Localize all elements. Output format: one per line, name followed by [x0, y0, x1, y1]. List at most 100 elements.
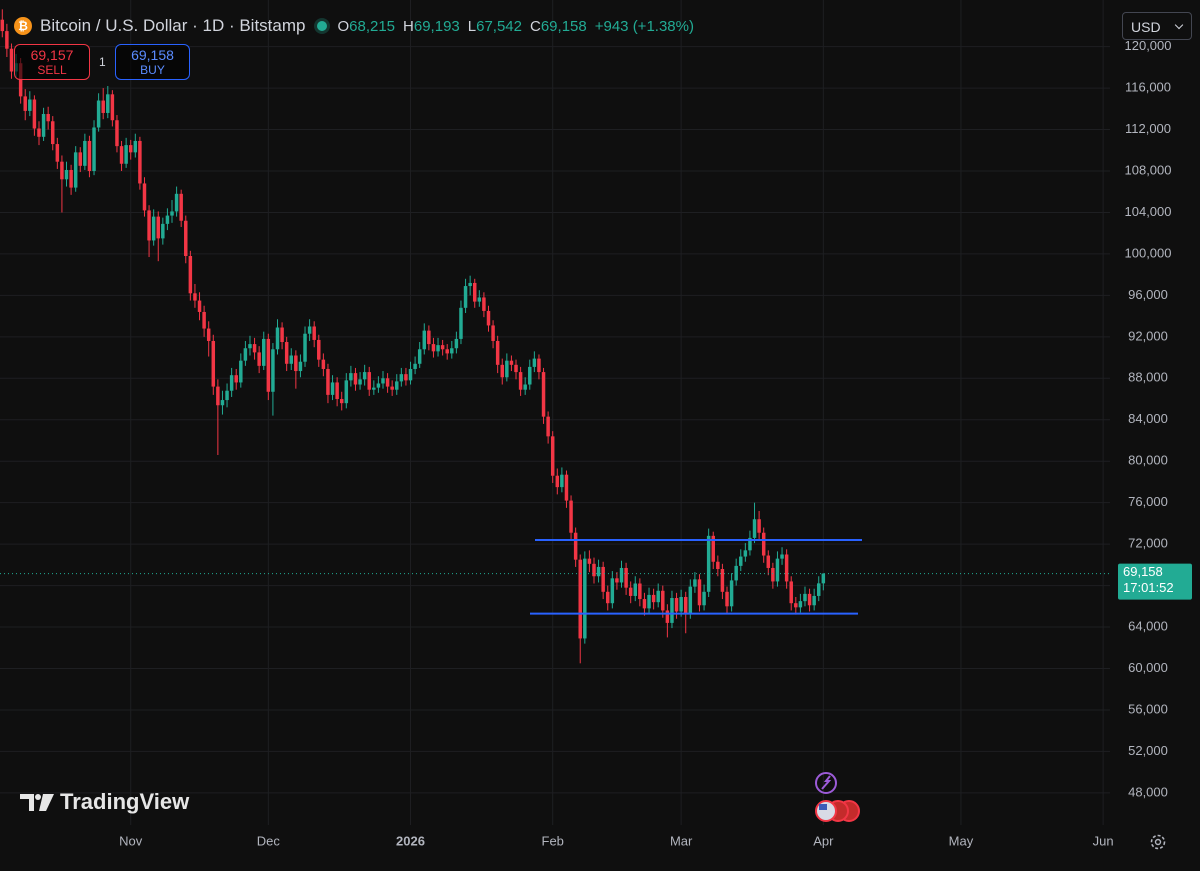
- candle-body: [349, 373, 353, 381]
- candles: [0, 9, 1110, 664]
- candle-body: [170, 211, 174, 216]
- sell-button[interactable]: 69,157 SELL: [14, 44, 90, 80]
- candle-body: [711, 535, 715, 562]
- candle-body: [335, 382, 339, 400]
- candle-body: [179, 193, 183, 221]
- candle-body: [55, 144, 60, 162]
- idea-icon[interactable]: [815, 772, 837, 794]
- countdown-label: 17:01:52: [1123, 580, 1174, 595]
- candle-body: [326, 368, 330, 395]
- candle-body: [771, 567, 775, 582]
- buy-button[interactable]: 69,158 BUY: [115, 44, 190, 80]
- candle-body: [408, 368, 413, 381]
- candle-body: [390, 386, 394, 390]
- quantity: 1: [99, 55, 106, 69]
- candle-body: [569, 500, 573, 533]
- candle-body: [583, 558, 587, 639]
- candle-body: [229, 375, 234, 391]
- candle-body: [656, 590, 660, 603]
- candle-body: [651, 594, 656, 603]
- grid: [0, 0, 1110, 825]
- candle-body: [193, 293, 197, 301]
- settings-button[interactable]: [1150, 834, 1166, 850]
- candle-body: [161, 223, 165, 239]
- candle-body: [138, 140, 142, 184]
- candle-body: [720, 569, 725, 592]
- candle-body: [725, 591, 729, 607]
- logo-shape: [39, 794, 54, 811]
- candle-body: [688, 586, 693, 614]
- last-price-box: [1118, 563, 1192, 600]
- candle-body: [592, 563, 596, 577]
- candle-body: [271, 349, 275, 392]
- market-status: [317, 21, 328, 31]
- coin-icon: ₿: [14, 17, 32, 35]
- candle-body: [399, 374, 404, 382]
- candle-body: [5, 31, 9, 49]
- candle-body: [642, 599, 647, 609]
- candle-body: [119, 146, 124, 164]
- gear-hub: [1154, 838, 1162, 846]
- y-tick-label: 60,000: [1128, 660, 1168, 675]
- candle-body: [413, 363, 417, 369]
- candle-body: [436, 345, 440, 352]
- y-tick-label: 92,000: [1128, 328, 1168, 343]
- candle-body: [716, 561, 720, 570]
- candle-body: [472, 282, 477, 302]
- candle-body: [647, 594, 651, 609]
- currency-select[interactable]: USD: [1122, 12, 1192, 40]
- candle-body: [376, 383, 381, 388]
- y-tick-label: 56,000: [1128, 701, 1168, 716]
- candle-body: [110, 94, 115, 121]
- candle-body: [546, 416, 550, 437]
- candle-body: [372, 387, 376, 390]
- ohlc-key: H: [403, 17, 414, 35]
- candle-body: [211, 340, 216, 387]
- y-tick-label: 112,000: [1125, 121, 1171, 136]
- candle-body: [537, 358, 541, 373]
- candle-body: [142, 183, 147, 211]
- candle-body: [156, 216, 160, 239]
- candle-body: [275, 327, 280, 350]
- candle-body: [523, 384, 527, 390]
- candle-body: [784, 554, 789, 582]
- logo-shape: [35, 794, 41, 800]
- candle-body: [312, 326, 316, 340]
- buy-price: 69,158: [131, 47, 174, 63]
- candle-body: [294, 355, 298, 372]
- candle-body: [188, 255, 193, 294]
- candle-body: [124, 145, 128, 164]
- ohlc-key: C: [530, 17, 541, 35]
- candle-body: [624, 567, 628, 588]
- candle-body: [803, 593, 807, 602]
- candle-body: [395, 381, 399, 390]
- candle-body: [606, 591, 610, 604]
- x-tick-label: Jun: [1093, 833, 1114, 848]
- candle-body: [28, 99, 32, 111]
- candle-body: [417, 349, 422, 364]
- candle-body: [532, 358, 537, 367]
- candle-body: [807, 593, 812, 606]
- y-tick-label: 108,000: [1125, 162, 1172, 177]
- logo-shape: [20, 794, 34, 811]
- candle-body: [51, 121, 55, 145]
- candle-body: [729, 580, 734, 607]
- candle-body: [289, 355, 294, 364]
- candle-body: [243, 348, 248, 361]
- candle-body: [491, 325, 495, 341]
- candle-body: [638, 583, 642, 600]
- gear[interactable]: [1150, 834, 1166, 850]
- candle-body: [427, 330, 431, 345]
- candle-body: [610, 578, 615, 604]
- candle-body: [702, 591, 706, 606]
- candle-body: [775, 558, 780, 582]
- y-tick-label: 100,000: [1125, 245, 1172, 260]
- x-tick-label: Nov: [119, 833, 143, 848]
- event-icons[interactable]: [815, 772, 860, 822]
- candle-body: [748, 537, 752, 551]
- x-tick-label: Feb: [542, 833, 564, 848]
- x-tick-label: Apr: [813, 833, 834, 848]
- ohlc-key: O: [337, 17, 350, 35]
- candle-body: [248, 344, 252, 349]
- candle-body: [60, 161, 64, 180]
